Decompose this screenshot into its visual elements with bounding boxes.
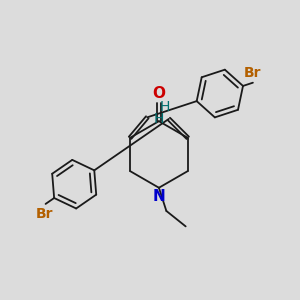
Text: Br: Br <box>35 208 53 221</box>
Text: H: H <box>159 100 170 113</box>
Text: N: N <box>152 189 165 204</box>
Text: O: O <box>152 86 165 101</box>
Text: H: H <box>154 112 164 126</box>
Text: Br: Br <box>244 66 262 80</box>
